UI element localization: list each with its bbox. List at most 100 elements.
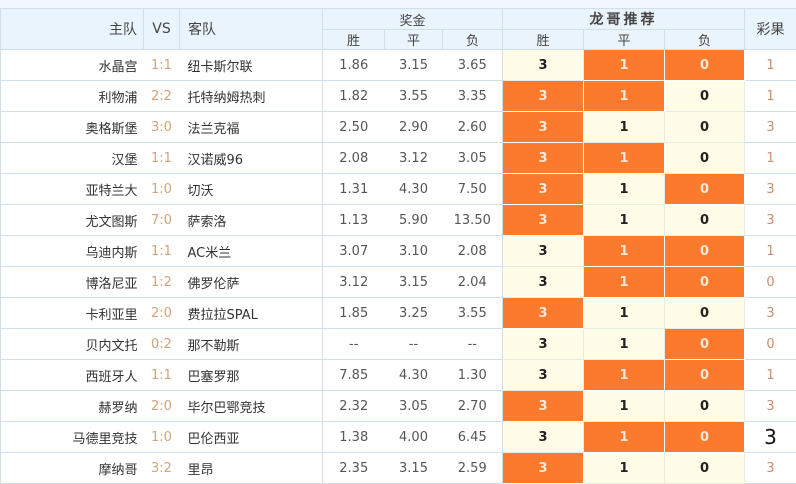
match-result: 1 (745, 143, 796, 174)
recommend-draw: 1 (584, 329, 665, 360)
away-team: 费拉拉SPAL (180, 298, 323, 329)
odds-win: -- (323, 329, 385, 360)
odds-win: 3.07 (323, 236, 385, 267)
odds-lose: 2.59 (443, 453, 503, 484)
match-table: 主队 VS 客队 奖金 龙哥推荐 彩果 胜 平 负 胜 平 负 水晶宫 1:1 … (0, 8, 796, 484)
away-team: 托特纳姆热刺 (180, 81, 323, 112)
odds-win: 1.86 (323, 50, 385, 81)
recommend-lose: 0 (665, 81, 745, 112)
recommend-draw: 1 (584, 143, 665, 174)
odds-lose: 2.70 (443, 391, 503, 422)
odds-draw: 3.15 (385, 267, 443, 298)
recommend-lose: 0 (665, 267, 745, 298)
odds-lose: 3.65 (443, 50, 503, 81)
match-result: 3 (745, 298, 796, 329)
recommend-lose: 0 (665, 391, 745, 422)
recommend-win: 3 (503, 81, 584, 112)
recommend-lose: 0 (665, 143, 745, 174)
recommend-draw: 1 (584, 422, 665, 453)
match-result: 3 (745, 453, 796, 484)
match-score: 3:0 (144, 112, 180, 143)
match-result: 0 (745, 267, 796, 298)
recommend-win: 3 (503, 391, 584, 422)
home-team: 亚特兰大 (1, 174, 144, 205)
recommend-draw: 1 (584, 236, 665, 267)
header-vs: VS (144, 9, 180, 50)
odds-lose: 6.45 (443, 422, 503, 453)
away-team: 毕尔巴鄂竞技 (180, 391, 323, 422)
home-team: 贝内文托 (1, 329, 144, 360)
odds-lose: 1.30 (443, 360, 503, 391)
odds-lose: -- (443, 329, 503, 360)
odds-win: 1.38 (323, 422, 385, 453)
recommend-win: 3 (503, 236, 584, 267)
away-team: 法兰克福 (180, 112, 323, 143)
match-score: 1:1 (144, 50, 180, 81)
recommend-win: 3 (503, 112, 584, 143)
match-result: 3 (745, 174, 796, 205)
recommend-win: 3 (503, 174, 584, 205)
away-team: 切沃 (180, 174, 323, 205)
recommend-lose: 0 (665, 298, 745, 329)
recommend-draw: 1 (584, 453, 665, 484)
recommend-draw: 1 (584, 81, 665, 112)
match-score: 2:2 (144, 81, 180, 112)
recommend-lose: 0 (665, 329, 745, 360)
odds-lose: 2.04 (443, 267, 503, 298)
home-team: 西班牙人 (1, 360, 144, 391)
away-team: 纽卡斯尔联 (180, 50, 323, 81)
odds-draw: -- (385, 329, 443, 360)
home-team: 乌迪内斯 (1, 236, 144, 267)
recommend-win: 3 (503, 360, 584, 391)
odds-draw: 3.15 (385, 50, 443, 81)
match-score: 1:0 (144, 174, 180, 205)
recommend-draw: 1 (584, 174, 665, 205)
match-score: 1:1 (144, 143, 180, 174)
header-recommend-group: 龙哥推荐 (503, 9, 745, 30)
odds-lose: 13.50 (443, 205, 503, 236)
match-result: 3 (745, 422, 796, 453)
recommend-lose: 0 (665, 50, 745, 81)
odds-draw: 3.55 (385, 81, 443, 112)
odds-win: 2.35 (323, 453, 385, 484)
header-rec-draw: 平 (584, 30, 665, 50)
recommend-win: 3 (503, 298, 584, 329)
header-rec-lose: 负 (665, 30, 745, 50)
away-team: 萨索洛 (180, 205, 323, 236)
recommend-draw: 1 (584, 50, 665, 81)
odds-lose: 2.60 (443, 112, 503, 143)
odds-draw: 4.00 (385, 422, 443, 453)
recommend-win: 3 (503, 50, 584, 81)
odds-draw: 3.12 (385, 143, 443, 174)
match-result: 1 (745, 81, 796, 112)
odds-lose: 3.05 (443, 143, 503, 174)
odds-draw: 3.05 (385, 391, 443, 422)
odds-win: 1.31 (323, 174, 385, 205)
away-team: 汉诺威96 (180, 143, 323, 174)
header-away: 客队 (180, 9, 323, 50)
odds-draw: 2.90 (385, 112, 443, 143)
away-team: 佛罗伦萨 (180, 267, 323, 298)
odds-win: 7.85 (323, 360, 385, 391)
home-team: 利物浦 (1, 81, 144, 112)
recommend-draw: 1 (584, 205, 665, 236)
odds-draw: 4.30 (385, 360, 443, 391)
home-team: 汉堡 (1, 143, 144, 174)
header-rec-win: 胜 (503, 30, 584, 50)
away-team: 巴塞罗那 (180, 360, 323, 391)
recommend-draw: 1 (584, 267, 665, 298)
recommend-win: 3 (503, 422, 584, 453)
odds-win: 1.85 (323, 298, 385, 329)
odds-draw: 3.15 (385, 453, 443, 484)
away-team: 巴伦西亚 (180, 422, 323, 453)
match-result: 1 (745, 50, 796, 81)
recommend-draw: 1 (584, 391, 665, 422)
